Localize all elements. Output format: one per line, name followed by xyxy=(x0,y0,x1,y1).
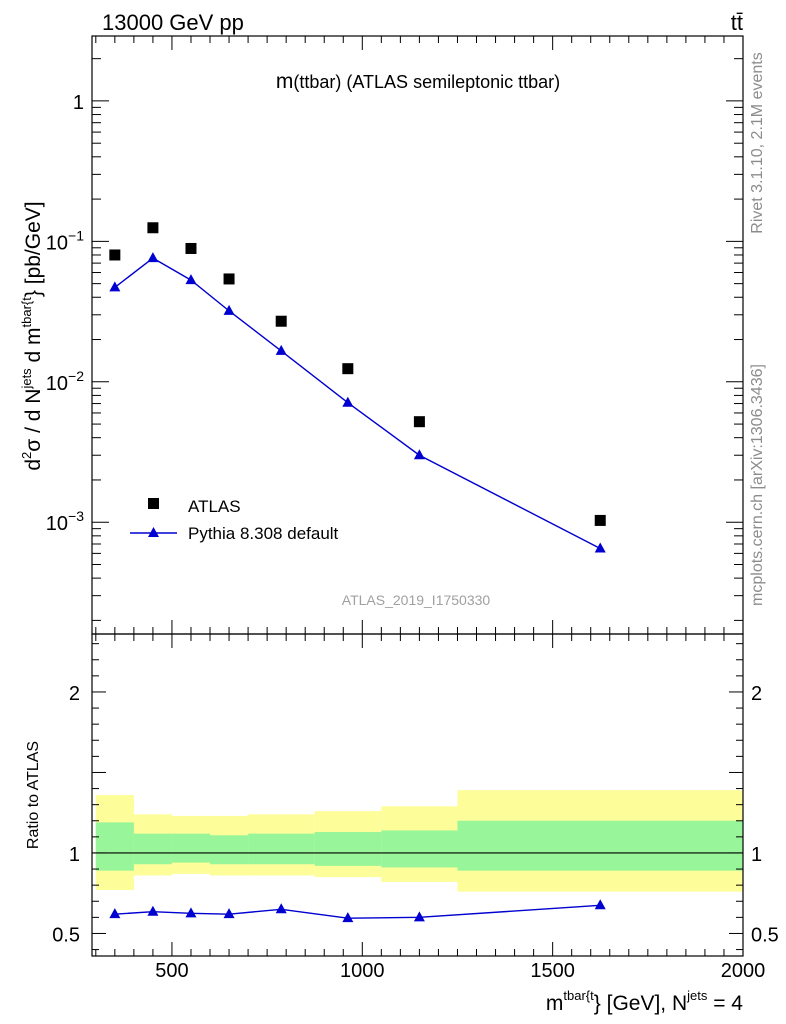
main-panel-frame xyxy=(91,35,744,635)
ratio-uncertainty-bands xyxy=(95,790,743,892)
legend: ATLAS Pythia 8.308 default xyxy=(130,497,339,543)
x-tick-label: 1000 xyxy=(340,960,385,982)
pythia-point xyxy=(223,304,235,315)
inner-band-1 xyxy=(133,833,172,865)
y-tick-label: 10−2 xyxy=(46,368,84,395)
inner-band-5 xyxy=(314,832,382,866)
atlas-data-point xyxy=(223,273,235,285)
inner-band-2 xyxy=(171,833,211,863)
inner-band-0 xyxy=(95,822,134,871)
ratio-y-tick-label-right: 1 xyxy=(751,844,762,866)
pythia-point xyxy=(185,274,197,285)
ratio-y-tick-label-left: 0.5 xyxy=(52,924,80,946)
atlas-data-point xyxy=(594,514,606,526)
ratio-pythia-point xyxy=(185,907,197,918)
ratio-pythia-point xyxy=(147,905,159,916)
energy-label: 13000 GeV pp xyxy=(102,10,244,35)
pythia-point xyxy=(147,252,159,263)
ratio-pythia-point xyxy=(594,899,606,910)
atlas-data-point xyxy=(185,242,197,254)
ratio-y-tick-label-right: 0.5 xyxy=(751,924,779,946)
plot-title: m(ttbar) (ATLAS semileptonic ttbar) xyxy=(276,70,560,93)
data-series xyxy=(109,222,606,923)
y-tick-label: 10−3 xyxy=(46,508,84,535)
analysis-id-label: ATLAS_2019_I1750330 xyxy=(342,592,491,608)
legend-atlas-label: ATLAS xyxy=(188,497,241,516)
inner-band-6 xyxy=(381,830,458,868)
rivet-version-label: Rivet 3.1.10, 2.1M events xyxy=(749,52,766,233)
ratio-pythia-line xyxy=(114,904,601,919)
ratio-y-tick-label-right: 2 xyxy=(751,683,762,705)
inner-band-3 xyxy=(210,835,249,865)
legend-pythia-label: Pythia 8.308 default xyxy=(188,524,339,543)
ratio-pythia-point xyxy=(342,912,354,923)
ratio-pythia-point xyxy=(413,911,425,922)
pythia-point xyxy=(342,396,354,407)
mcplots-label: mcplots.cern.ch [arXiv:1306.3436] xyxy=(749,364,766,606)
pythia-point xyxy=(275,344,287,355)
ratio-y-tick-label-left: 1 xyxy=(69,844,80,866)
inner-band-7 xyxy=(457,820,743,871)
x-axis-label: mtbar{t} [GeV], Njets = 4 xyxy=(546,988,743,1015)
atlas-data-point xyxy=(342,363,354,375)
ratio-y-tick-label-left: 2 xyxy=(69,683,80,705)
x-tick-label: 500 xyxy=(155,960,188,982)
ratio-panel-frame xyxy=(91,633,744,957)
main-y-axis-label: d2σ / d Njets d mtbar{t} [pb/GeV] xyxy=(19,201,45,470)
inner-band-4 xyxy=(248,833,315,865)
ratio-pythia-point xyxy=(109,908,121,919)
pythia-line xyxy=(114,257,601,550)
pythia-point xyxy=(413,449,425,460)
y-tick-label: 1 xyxy=(73,92,84,114)
y-tick-label: 10−1 xyxy=(46,227,84,254)
ratio-pythia-point xyxy=(275,903,287,914)
atlas-data-point xyxy=(413,416,425,428)
atlas-data-point xyxy=(109,249,121,261)
x-tick-label: 2000 xyxy=(721,960,766,982)
pythia-point xyxy=(594,542,606,553)
atlas-data-point xyxy=(275,315,287,327)
legend-pythia-marker xyxy=(148,527,159,537)
ratio-y-axis-label: Ratio to ATLAS xyxy=(25,741,42,849)
pythia-point xyxy=(109,281,121,292)
legend-atlas-marker xyxy=(148,498,159,509)
x-tick-label: 1500 xyxy=(530,960,575,982)
atlas-data-point xyxy=(147,222,159,234)
process-label: tt̄ xyxy=(731,10,743,35)
tick-labels: 500 1000 1500 2000 1 10−1 10−2 10−3 0.5 0.5 1 1 2 2 xyxy=(46,92,779,982)
ratio-pythia-point xyxy=(223,908,235,919)
